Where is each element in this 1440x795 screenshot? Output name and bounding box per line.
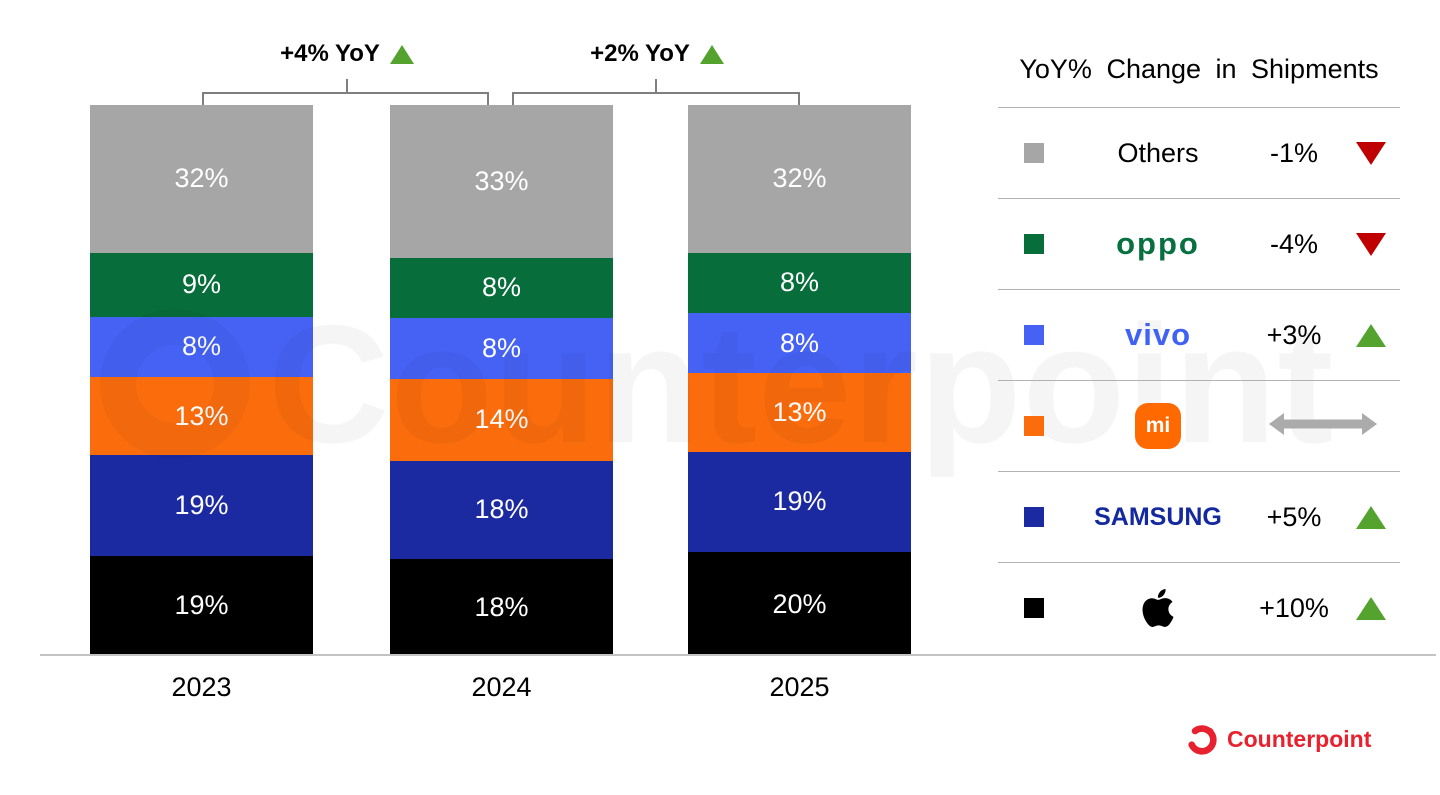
xiaomi-logo: mi (1135, 403, 1181, 449)
segment-value-label: 33% (474, 165, 529, 196)
up-triangle-icon (1356, 596, 1386, 620)
bar-segment-xiaomi-2025: 13% (688, 373, 911, 452)
legend-brand-label: Others (1117, 137, 1199, 168)
segment-value-label: 19% (772, 486, 827, 517)
legend-swatch-others (1024, 143, 1044, 163)
down-triangle-icon (1356, 232, 1386, 256)
counterpoint-wordmark: Counterpoint (1227, 725, 1372, 752)
legend-swatch-samsung (1024, 507, 1044, 527)
legend-change-value: +5% (1266, 501, 1322, 532)
bracket-tick (346, 79, 348, 93)
legend-change-value: +10% (1259, 592, 1329, 623)
segment-value-label: 8% (481, 332, 522, 363)
legend-change-value: +3% (1266, 319, 1322, 350)
legend-row-others: Others -1% (998, 107, 1400, 198)
bar-segment-oppo-2023: 9% (90, 252, 313, 317)
bracket-2024-2025 (512, 92, 800, 105)
counterpoint-logo: Counterpoint (1185, 722, 1371, 756)
segment-value-label: 8% (779, 327, 820, 358)
counterpoint-mark-icon (1187, 725, 1217, 755)
bar-segment-others-2023: 32% (90, 105, 313, 253)
x-axis-label-2023: 2023 (171, 672, 232, 702)
bar-segment-apple-2025: 20% (688, 552, 911, 656)
x-axis-label-2024: 2024 (471, 672, 532, 702)
vivo-logo: vivo (1124, 317, 1192, 352)
legend-change-value: -1% (1269, 137, 1318, 168)
apple-logo (1139, 587, 1177, 629)
segment-value-label: 13% (174, 400, 229, 431)
yoy-annotation-label: +2% YoY (590, 40, 690, 67)
segment-value-label: 18% (474, 494, 529, 525)
legend-row-apple: +10% (998, 562, 1400, 653)
segment-value-label: 32% (174, 163, 229, 194)
yoy-annotation-2024-2025: +2% YoY (497, 40, 817, 68)
bar-segment-vivo-2024: 8% (390, 318, 613, 379)
yoy-annotation-2023-2024: +4% YoY (187, 40, 507, 68)
bar-segment-samsung-2024: 18% (390, 461, 613, 559)
stacked-bar-2023: 32% 9% 8% 13% 19% 19% (90, 105, 313, 656)
legend-title: YoY% Change in Shipments (1019, 54, 1379, 84)
others-logo: Others (1117, 138, 1198, 169)
bracket-2023-2024 (202, 92, 489, 105)
bar-segment-vivo-2025: 8% (688, 313, 911, 374)
segment-value-label: 19% (174, 590, 229, 621)
segment-value-label: 8% (779, 267, 820, 298)
bar-segment-others-2024: 33% (390, 105, 613, 258)
segment-value-label: 18% (474, 591, 529, 622)
bar-segment-samsung-2025: 19% (688, 451, 911, 552)
x-axis-label-2025: 2025 (769, 672, 830, 702)
x-axis-line (40, 654, 1436, 656)
stacked-bar-2024: 33% 8% 8% 14% 18% 18% (390, 105, 613, 656)
yoy-annotation-label: +4% YoY (280, 40, 380, 67)
up-triangle-icon (1356, 323, 1386, 347)
bar-segment-others-2025: 32% (688, 105, 911, 253)
segment-value-label: 8% (181, 331, 222, 362)
segment-value-label: 8% (481, 272, 522, 303)
legend: Others -1% oppo -4% vivo +3% mi SAMSUNG +5% +10% (998, 107, 1400, 653)
bar-segment-oppo-2024: 8% (390, 257, 613, 319)
up-triangle-icon (1356, 505, 1386, 529)
segment-value-label: 19% (174, 489, 229, 520)
legend-swatch-xiaomi (1024, 416, 1044, 436)
flat-arrow-icon (1267, 409, 1379, 444)
down-triangle-icon (1356, 141, 1386, 165)
up-triangle-icon (699, 44, 724, 64)
legend-swatch-apple (1024, 598, 1044, 618)
bar-segment-vivo-2023: 8% (90, 316, 313, 377)
bracket-tick (655, 79, 657, 93)
legend-swatch-oppo (1024, 234, 1044, 254)
samsung-logo: SAMSUNG (1094, 502, 1222, 531)
segment-value-label: 14% (474, 404, 529, 435)
legend-row-samsung: SAMSUNG +5% (998, 471, 1400, 562)
legend-row-vivo: vivo +3% (998, 289, 1400, 380)
legend-change-value: -4% (1269, 228, 1318, 259)
bar-segment-oppo-2025: 8% (688, 252, 911, 313)
segment-value-label: 20% (772, 588, 827, 619)
stacked-bar-2025: 32% 8% 8% 13% 19% 20% (688, 105, 911, 656)
segment-value-label: 32% (772, 163, 827, 194)
bar-segment-xiaomi-2023: 13% (90, 376, 313, 456)
bar-segment-apple-2023: 19% (90, 555, 313, 656)
bar-segment-xiaomi-2024: 14% (390, 378, 613, 462)
bar-segment-apple-2024: 18% (390, 558, 613, 656)
segment-value-label: 9% (181, 269, 222, 300)
legend-row-xiaomi: mi (998, 380, 1400, 471)
legend-row-oppo: oppo -4% (998, 198, 1400, 289)
legend-swatch-vivo (1024, 325, 1044, 345)
up-triangle-icon (389, 44, 414, 64)
oppo-logo: oppo (1116, 226, 1200, 261)
bar-segment-samsung-2023: 19% (90, 455, 313, 556)
segment-value-label: 13% (772, 396, 827, 427)
